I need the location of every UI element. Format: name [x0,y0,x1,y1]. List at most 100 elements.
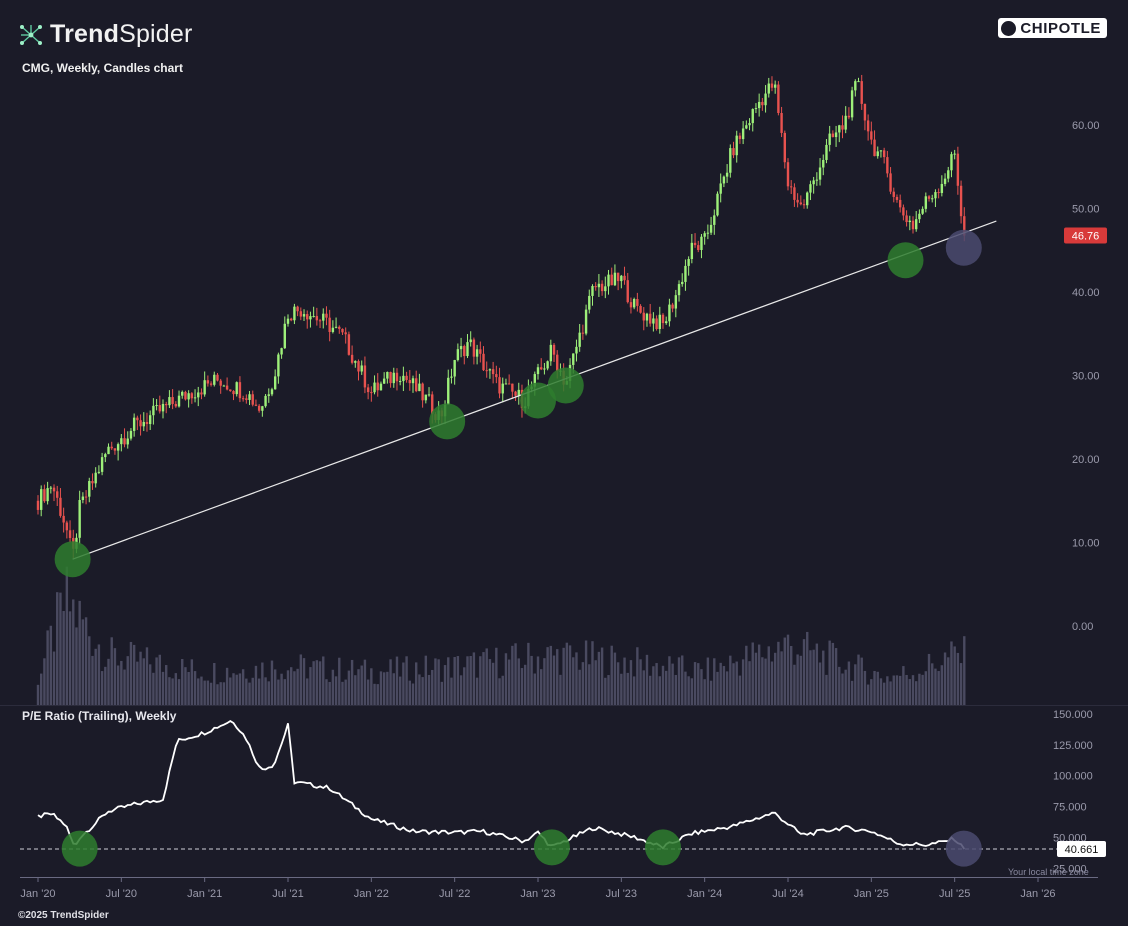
candle-body [322,313,325,321]
candle-body [338,326,341,329]
volume-bar [889,681,892,705]
volume-bar [238,673,242,705]
volume-bar [527,642,530,705]
candle-body [745,125,748,129]
volume-bar [126,656,129,705]
volume-bar [328,681,331,705]
volume-bar [190,659,194,705]
candle-body [943,178,947,184]
volume-bar [873,670,876,705]
x-axis-tick-label: Jan '22 [354,888,389,900]
volume-bar [241,669,245,705]
volume-bar [107,658,110,705]
volume-bar [405,656,408,705]
volume-bar [642,670,645,705]
volume-bar [456,656,460,705]
volume-bar [312,661,315,705]
pe-y-tick: 75.000 [1053,802,1087,814]
volume-bar [370,668,373,705]
volume-bar [697,663,700,705]
volume-bar [158,654,161,705]
trendline-touch-marker [520,382,556,419]
volume-bar [684,671,687,705]
trendline-touch-marker [547,367,584,404]
candle-body [754,108,758,110]
candle-body [65,522,69,531]
volume-bar [648,675,652,705]
candle-body [200,392,203,395]
candle-body [190,393,194,399]
candle-body [536,367,540,375]
candle-body [181,391,184,396]
volume-bar [46,630,49,705]
candle-body [402,375,405,382]
candle-body [334,326,338,328]
candle-body [892,191,895,197]
volume-bar [165,665,168,705]
volume-bar [850,680,854,705]
volume-bar [828,640,831,705]
current-price-marker [945,229,982,266]
volume-bar [142,658,145,705]
candle-body [610,274,613,286]
volume-bar [62,611,65,705]
candle-body [847,115,851,118]
volume-bar [866,684,870,705]
volume-bar [636,647,639,705]
pe-touch-marker [61,830,98,867]
candle-body [668,304,671,322]
x-axis-tick-label: Jul '24 [772,888,803,900]
volume-bar [559,674,562,705]
volume-bar [748,661,751,705]
volume-bar [895,675,899,705]
candle-body [158,405,161,412]
candle-body [148,415,152,425]
volume-bar [485,648,488,705]
volume-bar [447,657,450,705]
brand-name: TrendSpider [50,20,193,48]
volume-bar [72,599,75,705]
volume-bar [306,678,309,705]
volume-bar [786,634,790,705]
candle-body [302,314,306,317]
volume-bar [902,666,905,705]
volume-bar [472,652,476,705]
candle-body [328,317,331,332]
candle-body [415,378,418,392]
candle-body [629,302,633,308]
candle-body [886,157,889,174]
volume-bar [719,662,722,705]
candle-body [616,272,620,282]
candle-body [251,394,254,405]
trendspider-network-icon [20,24,42,45]
candle-body [379,383,383,391]
candle-body [184,391,187,400]
candle-body [908,220,911,223]
candle-body [40,489,43,510]
volume-bar [687,676,690,705]
candle-body [924,196,928,209]
volume-bar [155,657,158,705]
candle-body [918,213,921,220]
candle-body [581,332,585,334]
volume-bar [267,681,270,705]
volume-bar [273,669,277,705]
candle-body [882,150,886,158]
volume-bar [139,651,142,705]
volume-bar [777,641,780,705]
volume-bar [110,637,113,705]
trendline-touch-marker [54,541,91,578]
candle-body [790,186,793,188]
volume-bar [431,669,434,705]
volume-bar [116,665,120,705]
candle-body [161,403,165,412]
candle-body [898,199,902,208]
volume-bar [264,677,267,705]
candle-body [46,488,49,502]
volume-bar [610,645,613,705]
candle-body [229,389,232,392]
volume-bar [857,654,860,705]
candle-body [386,371,389,379]
candle-body [947,170,950,179]
